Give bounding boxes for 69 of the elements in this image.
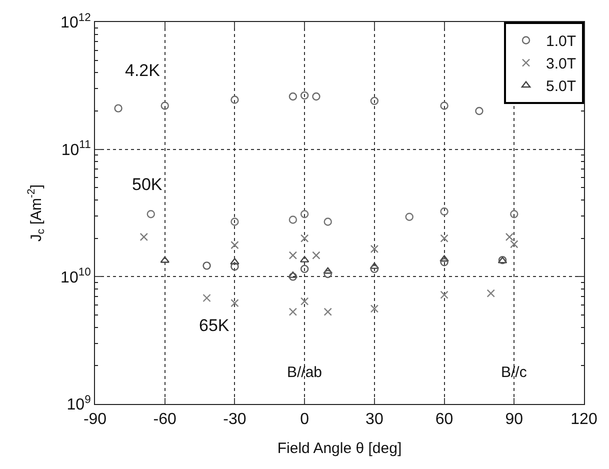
annotation: 4.2K [125, 61, 161, 80]
point [202, 294, 211, 302]
point [288, 251, 298, 260]
point [230, 96, 239, 104]
point [324, 270, 332, 278]
point [510, 240, 518, 248]
point [405, 212, 414, 221]
annotation: B//c [501, 364, 528, 381]
point [288, 272, 298, 281]
x-tick-label: 30 [366, 411, 384, 428]
x-axis-title: Field Angle θ [deg] [277, 440, 402, 458]
x-tick-label: -60 [153, 411, 177, 428]
x-tick-label: 60 [435, 411, 454, 428]
point [440, 290, 448, 299]
point [440, 207, 448, 216]
point [288, 216, 298, 224]
point [300, 91, 309, 100]
point [312, 92, 320, 101]
annotation: 65K [199, 316, 230, 335]
point [288, 308, 298, 316]
point [486, 289, 495, 298]
point [288, 271, 298, 278]
annotation: B//ab [287, 364, 322, 381]
point [440, 258, 448, 266]
point [300, 256, 310, 262]
y-tick-label: 10$^{10}$ [60, 266, 91, 286]
legend-label: 1.0T [546, 33, 576, 50]
point [288, 92, 298, 101]
point [510, 210, 518, 218]
point [230, 240, 239, 250]
x-tick-label: 90 [505, 411, 524, 428]
legend-label: 5.0T [546, 78, 576, 96]
point [475, 106, 484, 116]
x-tick-label: 0 [300, 411, 310, 428]
point [440, 102, 448, 110]
x-tick-label: -30 [223, 411, 246, 428]
point [230, 262, 239, 271]
point [160, 256, 170, 263]
point [230, 258, 240, 265]
point [230, 218, 239, 226]
point [505, 232, 514, 242]
point [300, 234, 309, 242]
point [160, 102, 169, 110]
point [370, 264, 379, 274]
y-tick-label: 10$^{12}$ [60, 12, 91, 32]
point [370, 304, 379, 313]
point [300, 210, 309, 218]
point [202, 262, 211, 270]
point [370, 262, 380, 269]
point [300, 297, 309, 306]
point [230, 299, 239, 308]
point [300, 264, 309, 274]
point [440, 234, 448, 242]
point [370, 96, 379, 106]
point [140, 232, 148, 242]
y-tick-label: 10$^{11}$ [61, 139, 91, 159]
point [146, 210, 155, 218]
point [324, 218, 332, 226]
x-tick-label: 120 [570, 411, 598, 428]
y-tick-label: 10$^{9}$ [66, 394, 91, 414]
point [370, 244, 379, 254]
legend-label: 3.0T [546, 56, 576, 73]
point [312, 251, 320, 260]
point [323, 267, 332, 274]
annotation: 50K [132, 175, 163, 194]
point [440, 255, 449, 262]
x-tick-label: -90 [83, 411, 107, 428]
point [114, 104, 122, 112]
point [324, 308, 332, 316]
